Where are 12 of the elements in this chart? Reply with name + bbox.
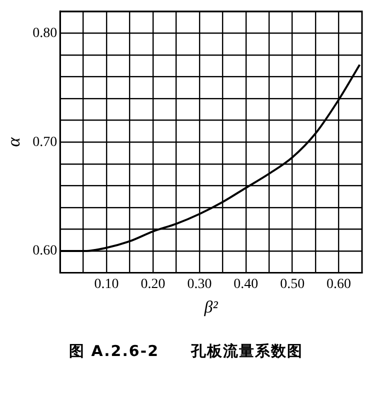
x-tick-label: 0.40 bbox=[234, 276, 258, 292]
x-tick-label: 0.50 bbox=[280, 276, 305, 292]
y-axis-title: α bbox=[4, 136, 24, 147]
x-axis-title: β² bbox=[203, 297, 219, 316]
x-tick-label: 0.30 bbox=[187, 276, 212, 292]
y-tick-label: 0.70 bbox=[32, 134, 58, 150]
y-tick-label: 0.60 bbox=[32, 244, 58, 259]
y-tick-label: 0.80 bbox=[32, 26, 58, 41]
x-tick-label: 0.10 bbox=[94, 276, 119, 292]
x-tick-label: 0.60 bbox=[326, 276, 352, 292]
x-tick-label: 0.20 bbox=[140, 276, 166, 292]
text: 图 A.2.6-2 孔板流量系数图 bbox=[68, 342, 304, 361]
